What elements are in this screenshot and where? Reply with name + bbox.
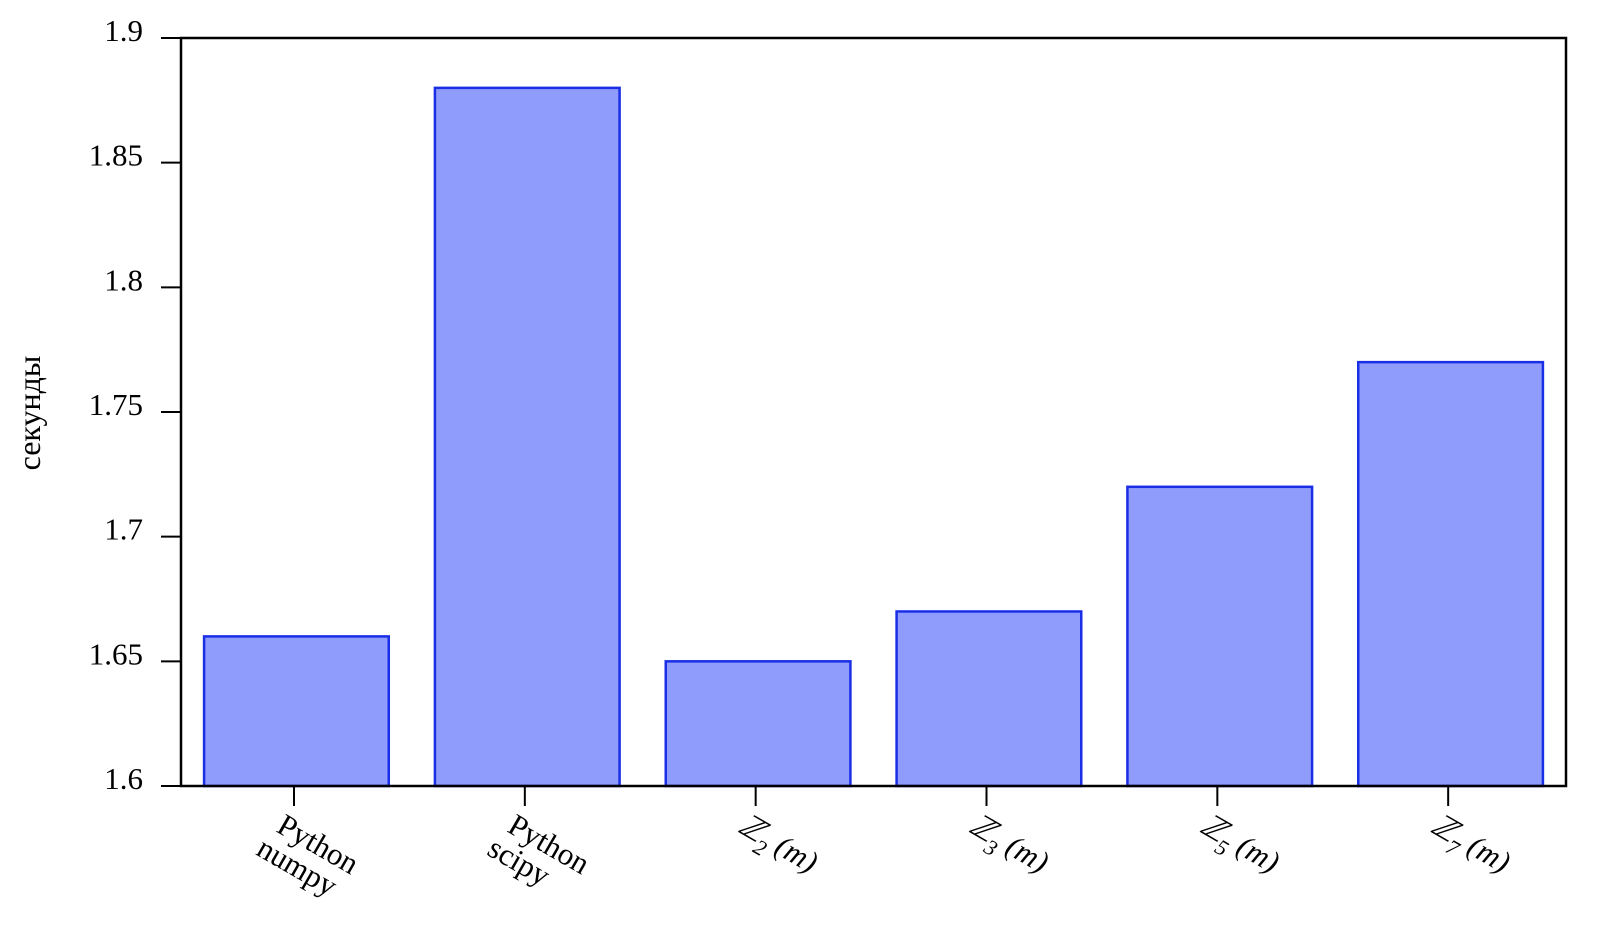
y-axis-ticks: 1.6 1.65 1.7 1.75 1.8 1.85 1.9 bbox=[89, 13, 181, 796]
bar-5 bbox=[1126, 485, 1314, 788]
bar-1 bbox=[202, 635, 390, 788]
x-tick-label: ℤ7 (m) bbox=[1422, 807, 1517, 887]
y-tick-label: 1.8 bbox=[104, 262, 143, 297]
y-tick-label: 1.75 bbox=[89, 387, 143, 422]
y-tick-label: 1.85 bbox=[89, 138, 143, 173]
x-axis-ticks: Pythonnumpy Pythonscipy ℤ2 (m) ℤ3 (m) ℤ5 (m)… bbox=[251, 786, 1517, 907]
bar-2 bbox=[433, 86, 621, 788]
bar-3 bbox=[664, 660, 852, 788]
y-tick-label: 1.7 bbox=[104, 512, 143, 547]
plot-frame bbox=[179, 36, 1568, 788]
x-tick-label: ℤ5 (m) bbox=[1191, 807, 1286, 887]
bars-group bbox=[202, 86, 1545, 788]
y-axis-title: секунды bbox=[11, 356, 47, 471]
x-tick-label: Pythonscipy bbox=[482, 804, 596, 907]
x-tick-label: Pythonnumpy bbox=[251, 804, 365, 907]
x-tick-label: ℤ3 (m) bbox=[960, 807, 1055, 887]
y-tick-label: 1.6 bbox=[104, 761, 143, 796]
x-tick-label: ℤ2 (m) bbox=[729, 807, 824, 887]
y-tick-label: 1.9 bbox=[104, 13, 143, 48]
bar-4 bbox=[895, 610, 1083, 788]
y-tick-label: 1.65 bbox=[89, 636, 143, 671]
bar-6 bbox=[1357, 360, 1545, 788]
